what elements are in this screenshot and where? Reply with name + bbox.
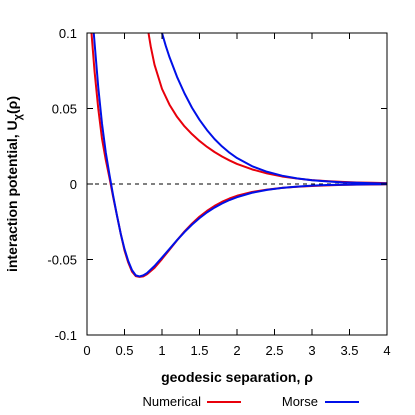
x-tick-label: 1.5 [190, 343, 208, 358]
y-tick-label: 0.05 [52, 102, 77, 117]
series-layer [90, 33, 387, 278]
legend-label-numerical: Numerical [142, 394, 201, 409]
legend: Numerical Morse [142, 394, 359, 409]
x-tick-label: 2.5 [265, 343, 283, 358]
y-axis-label-tail: (ρ) [4, 96, 20, 114]
y-tick-label: -0.1 [55, 328, 77, 343]
x-tick-label: 2 [233, 343, 240, 358]
series-line-numerical-upper [147, 33, 387, 185]
ticks-layer: 0 0.5 1 1.5 2 2.5 3 3.5 4 -0.1 -0.05 0 0.05 0.1 [47, 26, 390, 358]
x-tick-label: 0.5 [115, 343, 133, 358]
x-tick-label: 3.5 [340, 343, 358, 358]
y-tick-label: -0.05 [47, 253, 77, 268]
x-axis-label: geodesic separation, ρ [161, 369, 313, 385]
y-tick-label: 0.1 [59, 26, 77, 41]
legend-label-morse: Morse [282, 394, 318, 409]
x-tick-label: 4 [383, 343, 390, 358]
x-tick-label: 1 [158, 343, 165, 358]
x-tick-label: 0 [83, 343, 90, 358]
y-axis-label-subscript: χ [12, 113, 24, 120]
series-line-morse-lower [92, 33, 387, 278]
y-axis-label: interaction potential, Uχ(ρ) [4, 96, 24, 272]
series-line-morse-upper [161, 33, 387, 185]
x-tick-label: 3 [308, 343, 315, 358]
series-line-numerical-lower [90, 33, 387, 278]
y-tick-label: 0 [70, 177, 77, 192]
